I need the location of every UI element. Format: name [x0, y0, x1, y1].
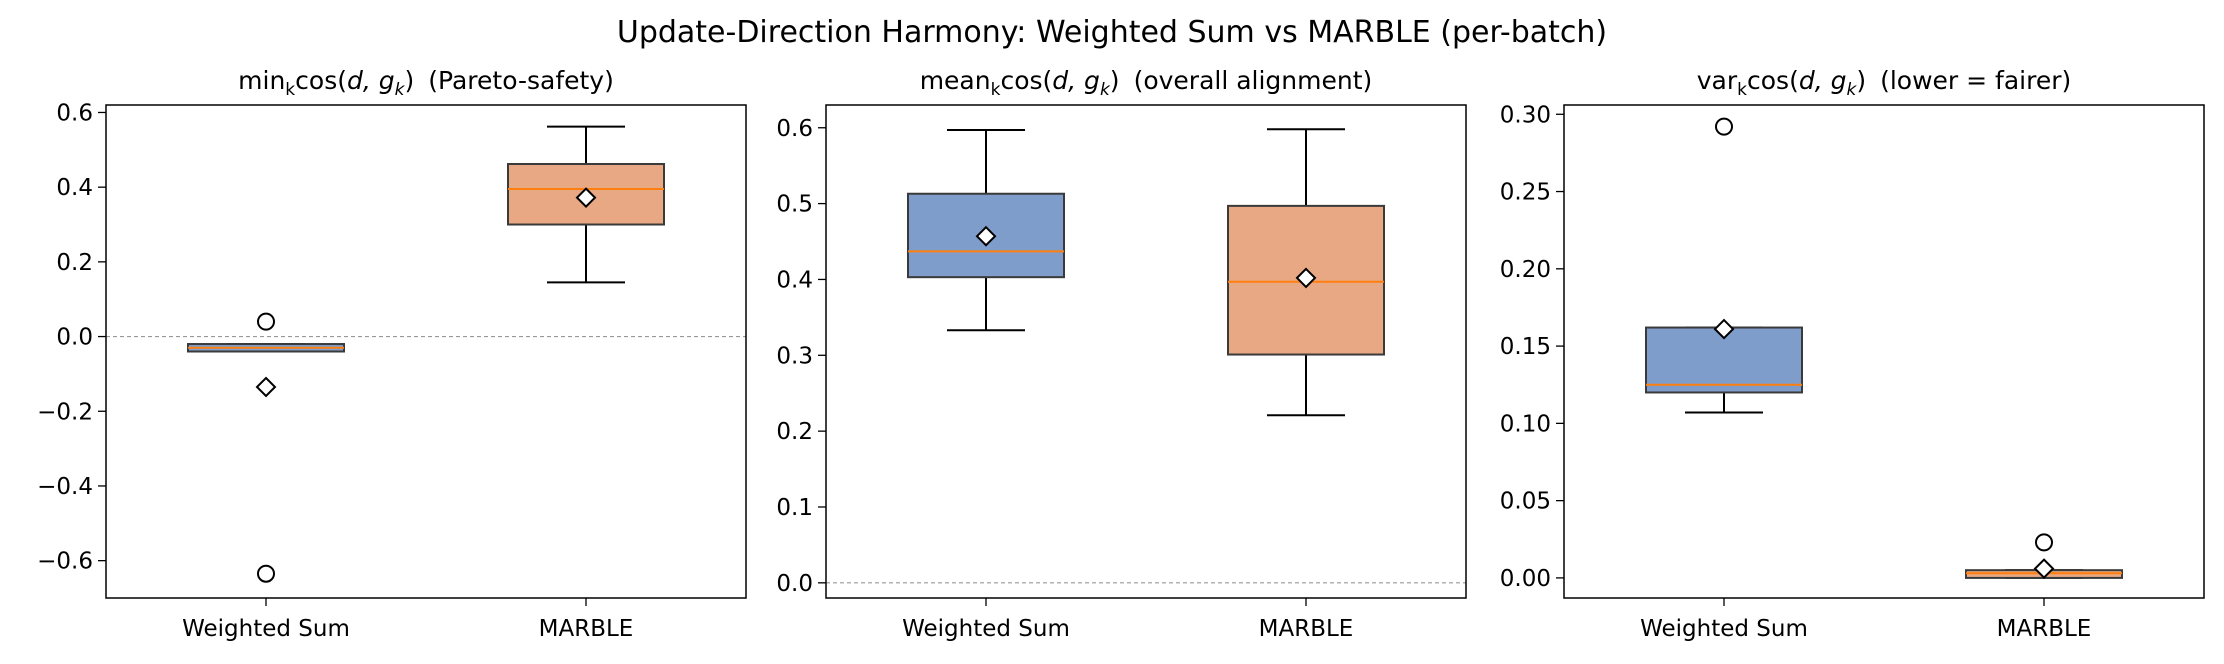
- x-category-label: Weighted Sum: [902, 616, 1070, 642]
- y-tick-label: −0.6: [37, 549, 93, 575]
- y-tick-label: −0.4: [37, 474, 93, 500]
- y-tick-label: 0.6: [776, 116, 813, 142]
- title-close: ): [404, 66, 414, 95]
- title-args: d, g: [1799, 66, 1847, 95]
- panel-2: meankcos(d, gk) (overall alignment)0.60.5…: [776, 66, 1467, 642]
- y-tick-label: 0.20: [1500, 257, 1551, 283]
- iqr-box: [507, 163, 665, 226]
- y-tick-label: 0.3: [776, 343, 813, 369]
- y-tick-label: 0.05: [1500, 489, 1551, 515]
- panel-1: minkcos(d, gk) (Pareto-safety)0.60.40.20.…: [37, 66, 747, 642]
- title-args-sub: k: [1846, 80, 1857, 100]
- plot-frame: [825, 104, 1467, 599]
- panel-3: varkcos(d, gk) (lower = fairer)0.300.250.…: [1500, 66, 2205, 642]
- title-args-sub: k: [1100, 80, 1111, 100]
- title-prefix: min: [238, 66, 285, 95]
- panel-title: minkcos(d, gk) (Pareto-safety): [238, 66, 614, 100]
- x-category-label: MARBLE: [1259, 616, 1354, 642]
- title-note: (lower = fairer): [1880, 66, 2071, 95]
- plot-frame: [1563, 104, 2205, 599]
- title-func: cos(: [1747, 66, 1799, 95]
- title-func: cos(: [295, 66, 347, 95]
- y-tick-label: 0.15: [1500, 334, 1551, 360]
- title-sub: k: [991, 80, 1001, 100]
- y-tick-label: 0.4: [776, 267, 813, 293]
- y-tick-label: 0.5: [776, 192, 813, 218]
- plot-frame: [105, 104, 747, 599]
- outlier-point: [2035, 533, 2053, 552]
- x-category-label: Weighted Sum: [182, 616, 350, 642]
- figure-title: Update-Direction Harmony: Weighted Sum v…: [617, 15, 1607, 50]
- y-tick-label: 0.2: [776, 419, 813, 445]
- x-category-label: Weighted Sum: [1640, 616, 1808, 642]
- y-tick-label: 0.4: [56, 175, 93, 201]
- box-marble: [507, 125, 665, 284]
- y-tick-label: −0.2: [37, 399, 93, 425]
- title-close: ): [1856, 66, 1866, 95]
- y-tick-label: 0.10: [1500, 411, 1551, 437]
- y-tick-label: 0.1: [776, 495, 813, 521]
- y-tick-label: 0.30: [1500, 102, 1551, 128]
- y-tick-label: 0.6: [56, 100, 93, 126]
- mean-marker: [255, 376, 277, 398]
- outlier-point: [1715, 117, 1733, 136]
- title-sub: k: [1737, 80, 1747, 100]
- box-weighted-sum: [907, 129, 1065, 332]
- title-args: d, g: [347, 66, 395, 95]
- outlier-point: [257, 564, 275, 583]
- y-tick-label: 0.0: [56, 325, 93, 351]
- mean-marker: [1295, 267, 1317, 289]
- x-category-label: MARBLE: [539, 616, 634, 642]
- box-weighted-sum: [1645, 117, 1803, 414]
- panels: minkcos(d, gk) (Pareto-safety)0.60.40.20.…: [37, 66, 2205, 642]
- box-weighted-sum: [187, 312, 345, 583]
- title-close: ): [1110, 66, 1120, 95]
- title-prefix: mean: [920, 66, 991, 95]
- title-args: d, g: [1052, 66, 1100, 95]
- y-tick-label: 0.2: [56, 250, 93, 276]
- title-prefix: var: [1697, 66, 1738, 95]
- title-sub: k: [285, 80, 295, 100]
- mean-marker: [575, 187, 597, 209]
- outlier-point: [257, 312, 275, 331]
- title-func: cos(: [1000, 66, 1052, 95]
- x-category-label: MARBLE: [1997, 616, 2092, 642]
- title-note: (Pareto-safety): [428, 66, 614, 95]
- y-tick-label: 0.00: [1500, 566, 1551, 592]
- panel-title: meankcos(d, gk) (overall alignment): [920, 66, 1373, 100]
- mean-marker: [2033, 558, 2055, 580]
- box-marble: [1227, 128, 1385, 417]
- mean-marker: [1713, 318, 1735, 340]
- mean-marker: [975, 225, 997, 247]
- title-note: (overall alignment): [1134, 66, 1373, 95]
- y-tick-label: 0.0: [776, 571, 813, 597]
- title-args-sub: k: [395, 80, 406, 100]
- box-marble: [1965, 533, 2123, 580]
- panel-title: varkcos(d, gk) (lower = fairer): [1697, 66, 2072, 100]
- y-tick-label: 0.25: [1500, 180, 1551, 206]
